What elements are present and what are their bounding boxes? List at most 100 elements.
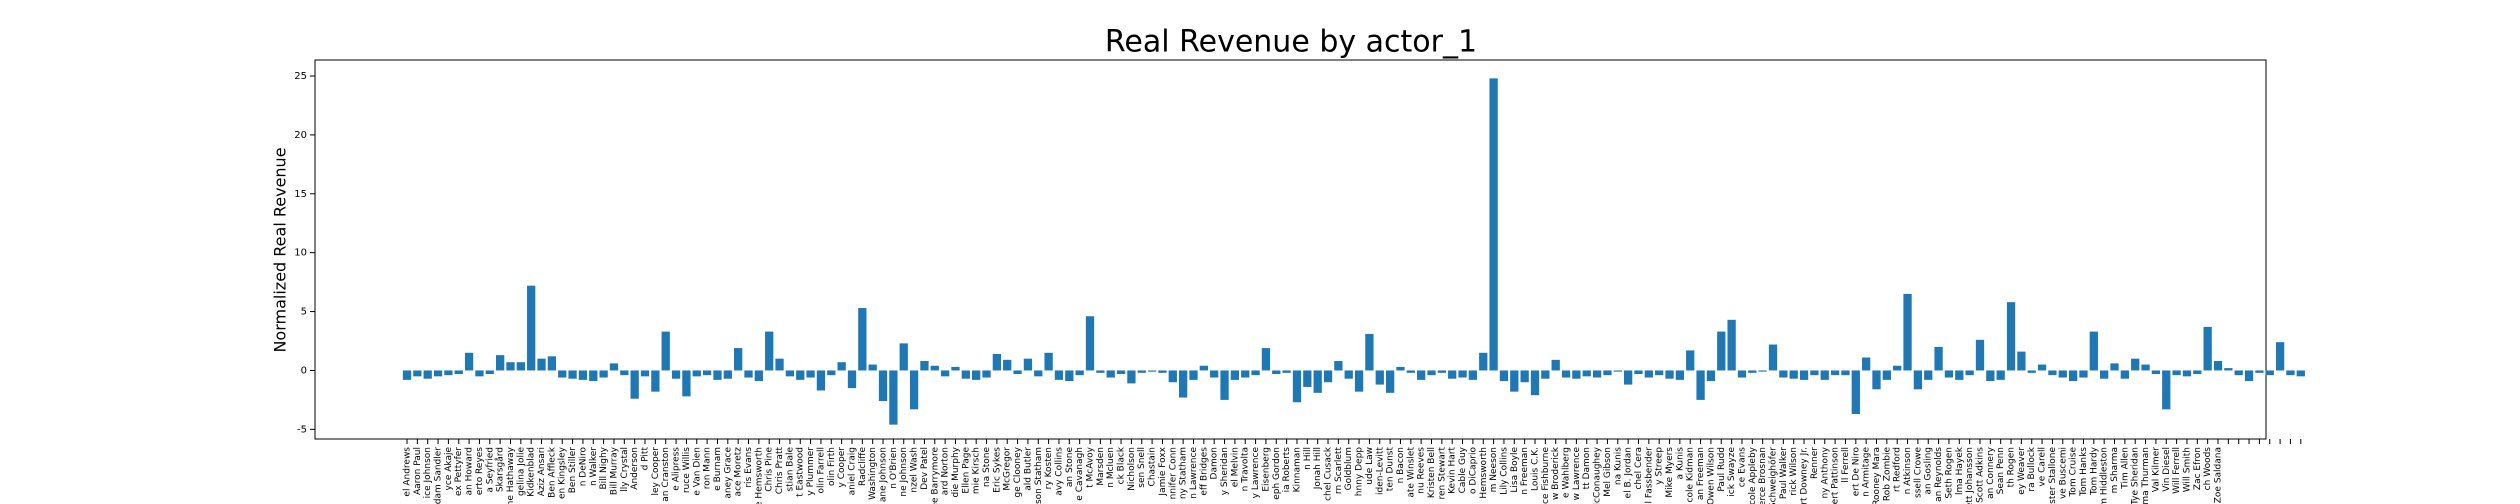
- bar: [1013, 370, 1022, 374]
- bar: [1924, 370, 1933, 380]
- bar: [1799, 370, 1809, 380]
- x-tick-label: nu Reeves: [1417, 447, 1427, 494]
- x-tick-label: ssell Crowe: [1913, 447, 1923, 498]
- bar: [1944, 370, 1954, 378]
- bar: [2037, 364, 2047, 371]
- x-tick-label: Zoe Saldana: [2214, 447, 2224, 503]
- bar: [1996, 370, 2005, 380]
- bar: [630, 370, 639, 399]
- bar: [1147, 370, 1157, 372]
- x-tick-label: a Kunis: [1675, 447, 1685, 480]
- x-tick-label: erto Reyes: [475, 447, 485, 495]
- x-tick-label: ick Swayze: [1727, 447, 1737, 497]
- x-tick-label: nce Fishburne: [1541, 447, 1551, 504]
- bar: [702, 370, 712, 376]
- bar: [2213, 361, 2223, 371]
- x-tick-label: Aaron Paul: [413, 447, 423, 495]
- bar: [1003, 359, 1012, 371]
- bar: [1220, 370, 1229, 400]
- x-tick-label: McConaughey: [1593, 446, 1603, 504]
- bar: [537, 358, 546, 371]
- x-tick-label: aniel Craig: [847, 447, 857, 495]
- bar: [1510, 370, 1519, 392]
- x-tick-label: ce Evans: [1737, 447, 1747, 488]
- x-tick-label: ude Law: [1365, 447, 1375, 485]
- bar: [1406, 370, 1415, 373]
- bar: [1851, 370, 1860, 415]
- x-tick-label: ate Winslet: [1406, 447, 1416, 498]
- x-tick-label: Will Smith: [2182, 447, 2192, 492]
- x-tick-label: ny Statham: [1179, 447, 1189, 499]
- bar: [992, 353, 1002, 371]
- bar: [1106, 370, 1115, 378]
- x-tick-label: McGregor: [1003, 447, 1013, 491]
- x-tick-label: Skarsgård: [495, 447, 506, 492]
- bar: [2296, 370, 2305, 377]
- x-tick-label: e Cavanagh: [1075, 447, 1085, 501]
- x-tick-label: avy Collins: [1054, 447, 1064, 496]
- x-tick-label: Marsden: [1096, 447, 1106, 486]
- x-tick-label: ry Kosten: [1044, 447, 1054, 489]
- bar: [1561, 370, 1571, 378]
- bar: [682, 370, 691, 397]
- bar: [1158, 370, 1167, 373]
- bar: [1282, 370, 1291, 373]
- x-tick-label: lly Crystal: [620, 447, 630, 492]
- bar: [765, 331, 774, 371]
- x-tick-label: ias Schweighöfer: [1769, 447, 1779, 504]
- bar: [1530, 370, 1540, 396]
- bar: [1582, 370, 1591, 377]
- bar: [982, 370, 991, 378]
- bar: [1344, 370, 1353, 379]
- x-tick-label: bert Pattinson: [1831, 447, 1841, 504]
- bar: [2017, 351, 2026, 371]
- bar: [1520, 370, 1529, 383]
- x-tick-label: iden-Levitt: [1375, 447, 1385, 495]
- bar: [1427, 370, 1436, 376]
- bar: [1934, 346, 1943, 371]
- x-tick-label: ll Ferrell: [1841, 447, 1851, 483]
- x-tick-label: Tom Hanks: [2079, 447, 2089, 497]
- x-tick-label: Kinnaman: [1292, 447, 1302, 492]
- x-tick-label: Chastain: [1148, 447, 1158, 486]
- x-tick-label: mie Kirsch: [972, 447, 982, 494]
- bar: [2234, 370, 2243, 376]
- bar: [2079, 370, 2088, 378]
- bar: [1965, 370, 1974, 376]
- x-tick-label: y Sheridan: [1220, 447, 1230, 495]
- x-tick-label: t McAvoy: [1086, 446, 1096, 488]
- x-tick-label: olin Firth: [827, 447, 837, 486]
- bar: [961, 370, 970, 379]
- x-tick-label: Cable Guy: [1458, 446, 1468, 493]
- x-tick-label: Goldblum: [1344, 447, 1354, 490]
- bar: [1882, 370, 1891, 380]
- x-tick-label: e Wahlberg: [1562, 447, 1572, 498]
- x-tick-label: Jonah Hill: [1313, 447, 1323, 490]
- bar: [506, 362, 515, 371]
- bar: [1499, 370, 1509, 382]
- x-tick-label: nnifer Conn: [1168, 447, 1178, 499]
- x-tick-label: w Broderick: [1551, 446, 1561, 500]
- bar: [1686, 350, 1695, 371]
- x-tick-label: y Plummer: [806, 447, 816, 496]
- bar: [2058, 370, 2067, 378]
- x-tick-label: son Statham: [1034, 447, 1044, 504]
- x-tick-label: ck Black: [1117, 446, 1127, 484]
- x-tick-label: e Hemsworth: [754, 447, 764, 504]
- x-tick-label: Paul Rudd: [1717, 447, 1727, 492]
- bar: [1644, 370, 1653, 378]
- bar: [723, 370, 732, 379]
- x-tick-label: Renner: [1810, 447, 1820, 479]
- x-tick-label: Eric Sykes: [992, 447, 1002, 493]
- bar: [444, 370, 453, 376]
- x-tick-label: ane Johnson: [879, 447, 889, 502]
- x-tick-label: ny Anthony: [1820, 446, 1830, 498]
- bar: [1830, 370, 1840, 376]
- x-tick-label: Tom Hardy: [2089, 446, 2099, 496]
- x-tick-label: ve Carell: [2038, 447, 2048, 487]
- x-tick-label: n Travolta: [1241, 447, 1251, 491]
- bar: [2006, 302, 2016, 371]
- bar: [1903, 293, 1912, 371]
- x-tick-label: n DeNiro: [578, 447, 588, 487]
